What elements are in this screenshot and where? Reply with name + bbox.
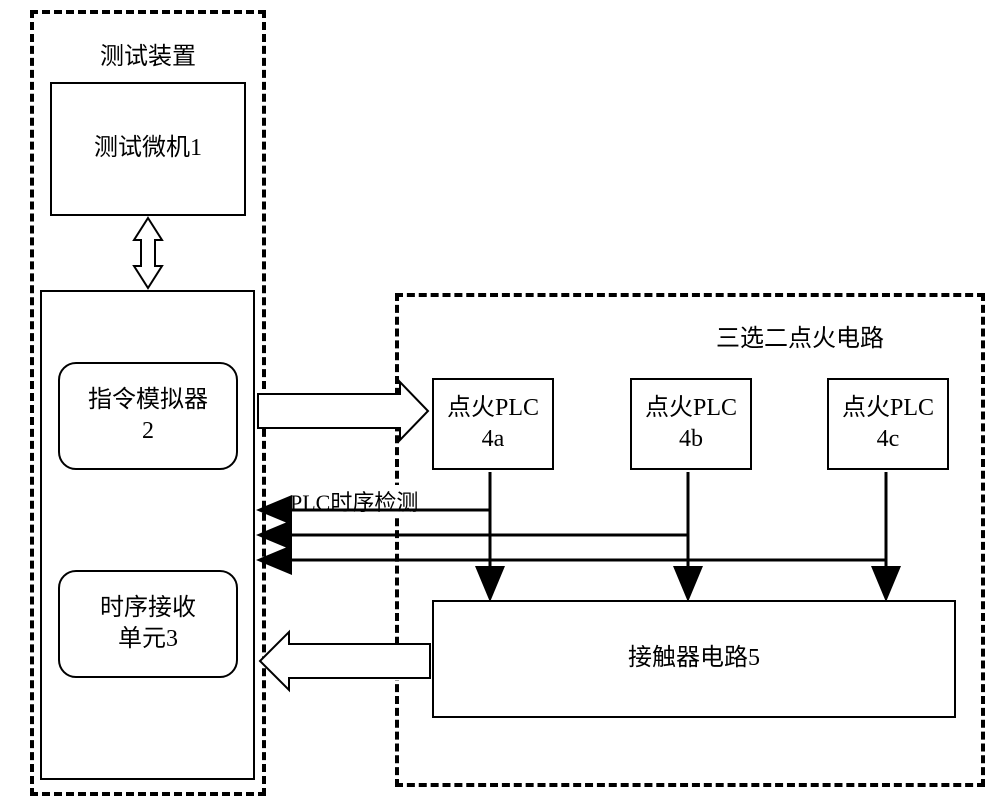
contactor-circuit-box: 接触器电路5	[432, 600, 956, 718]
title-text: 测试装置	[100, 44, 196, 70]
microcomputer-label: 测试微机1	[94, 133, 202, 164]
plc-4b-label: 点火PLC 4b	[645, 393, 737, 455]
cmd-arrow-text: 点火指令	[278, 403, 366, 428]
test-device-title: 测试装置	[60, 36, 236, 71]
test-microcomputer-box: 测试微机1	[50, 82, 246, 216]
plc-detect-text: PLC时序检测	[290, 490, 418, 515]
receiver-label: 时序接收 单元3	[100, 593, 196, 655]
timing-arrow-label: 点火时序接收	[278, 648, 410, 680]
plc-4a-label: 点火PLC 4a	[447, 393, 539, 455]
plc-4c-label: 点火PLC 4c	[842, 393, 934, 455]
cmd-arrow-label: 点火指令	[278, 398, 366, 430]
simulator-label: 指令模拟器 2	[88, 385, 208, 447]
timing-arrow-text: 点火时序接收	[278, 653, 410, 678]
plc-box-4a: 点火PLC 4a	[432, 378, 554, 470]
plc-box-4b: 点火PLC 4b	[630, 378, 752, 470]
command-simulator-box: 指令模拟器 2	[58, 362, 238, 470]
plc-detect-label: PLC时序检测	[290, 485, 418, 517]
contactor-label: 接触器电路5	[628, 643, 760, 674]
ignition-title-text: 三选二点火电路	[716, 326, 884, 352]
ignition-circuit-title: 三选二点火电路	[670, 318, 930, 353]
timing-receiver-box: 时序接收 单元3	[58, 570, 238, 678]
plc-box-4c: 点火PLC 4c	[827, 378, 949, 470]
